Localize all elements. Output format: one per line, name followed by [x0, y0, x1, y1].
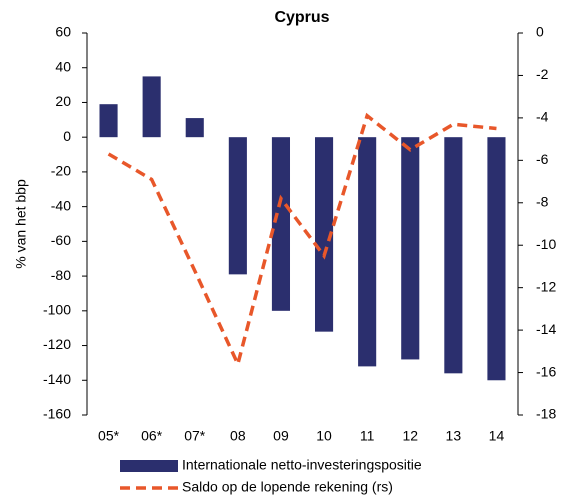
x-tick-label: 14	[489, 428, 505, 444]
y-tick-label: -160	[43, 406, 71, 422]
chart-title: Cyprus	[274, 9, 329, 26]
y2-tick-label: -14	[536, 321, 556, 337]
y2-tick-label: -2	[536, 66, 549, 82]
legend-label: Internationale netto-investeringspositie	[182, 457, 422, 473]
y2-tick-label: -6	[536, 151, 549, 167]
bar	[487, 137, 506, 381]
x-tick-label: 10	[316, 428, 332, 444]
y-tick-label: 0	[63, 128, 71, 144]
y-tick-label: -40	[51, 197, 71, 213]
y-axis-label: % van het bbp	[13, 179, 29, 269]
y2-tick-label: -18	[536, 406, 556, 422]
y2-tick-label: 0	[536, 24, 544, 40]
bar	[314, 137, 334, 332]
y-tick-label: 60	[55, 24, 71, 40]
line	[107, 112, 497, 370]
y-tick-label: -80	[51, 267, 71, 283]
y-tick-label: 40	[55, 58, 71, 74]
legend-label: Saldo op de lopende rekening (rs)	[182, 479, 393, 495]
y-tick-label: -120	[43, 336, 71, 352]
y-tick-label: 20	[55, 93, 71, 109]
bar	[444, 137, 463, 374]
bar	[185, 118, 204, 138]
y-tick-label: -20	[51, 163, 71, 179]
x-tick-label: 13	[446, 428, 462, 444]
legend-swatch	[120, 460, 178, 472]
x-tick-label: 11	[360, 428, 375, 444]
bar	[99, 104, 118, 138]
x-tick-label: 08	[230, 428, 246, 444]
bar	[401, 137, 420, 360]
bar	[142, 76, 161, 138]
y-tick-label: -140	[43, 371, 71, 387]
x-tick-label: 05*	[98, 428, 120, 444]
bar	[271, 137, 291, 311]
y2-tick-label: -10	[536, 236, 556, 252]
y2-tick-label: -8	[536, 193, 549, 209]
x-tick-label: 06*	[141, 428, 163, 444]
y-tick-label: -60	[51, 232, 71, 248]
y2-tick-label: -16	[536, 363, 556, 379]
x-tick-label: 12	[402, 428, 418, 444]
x-tick-label: 07*	[184, 428, 206, 444]
y2-tick-label: -4	[536, 109, 549, 125]
y-tick-label: -100	[43, 302, 71, 318]
bar	[358, 137, 377, 367]
bar	[228, 137, 247, 275]
x-tick-label: 09	[273, 428, 289, 444]
y2-tick-label: -12	[536, 278, 556, 294]
